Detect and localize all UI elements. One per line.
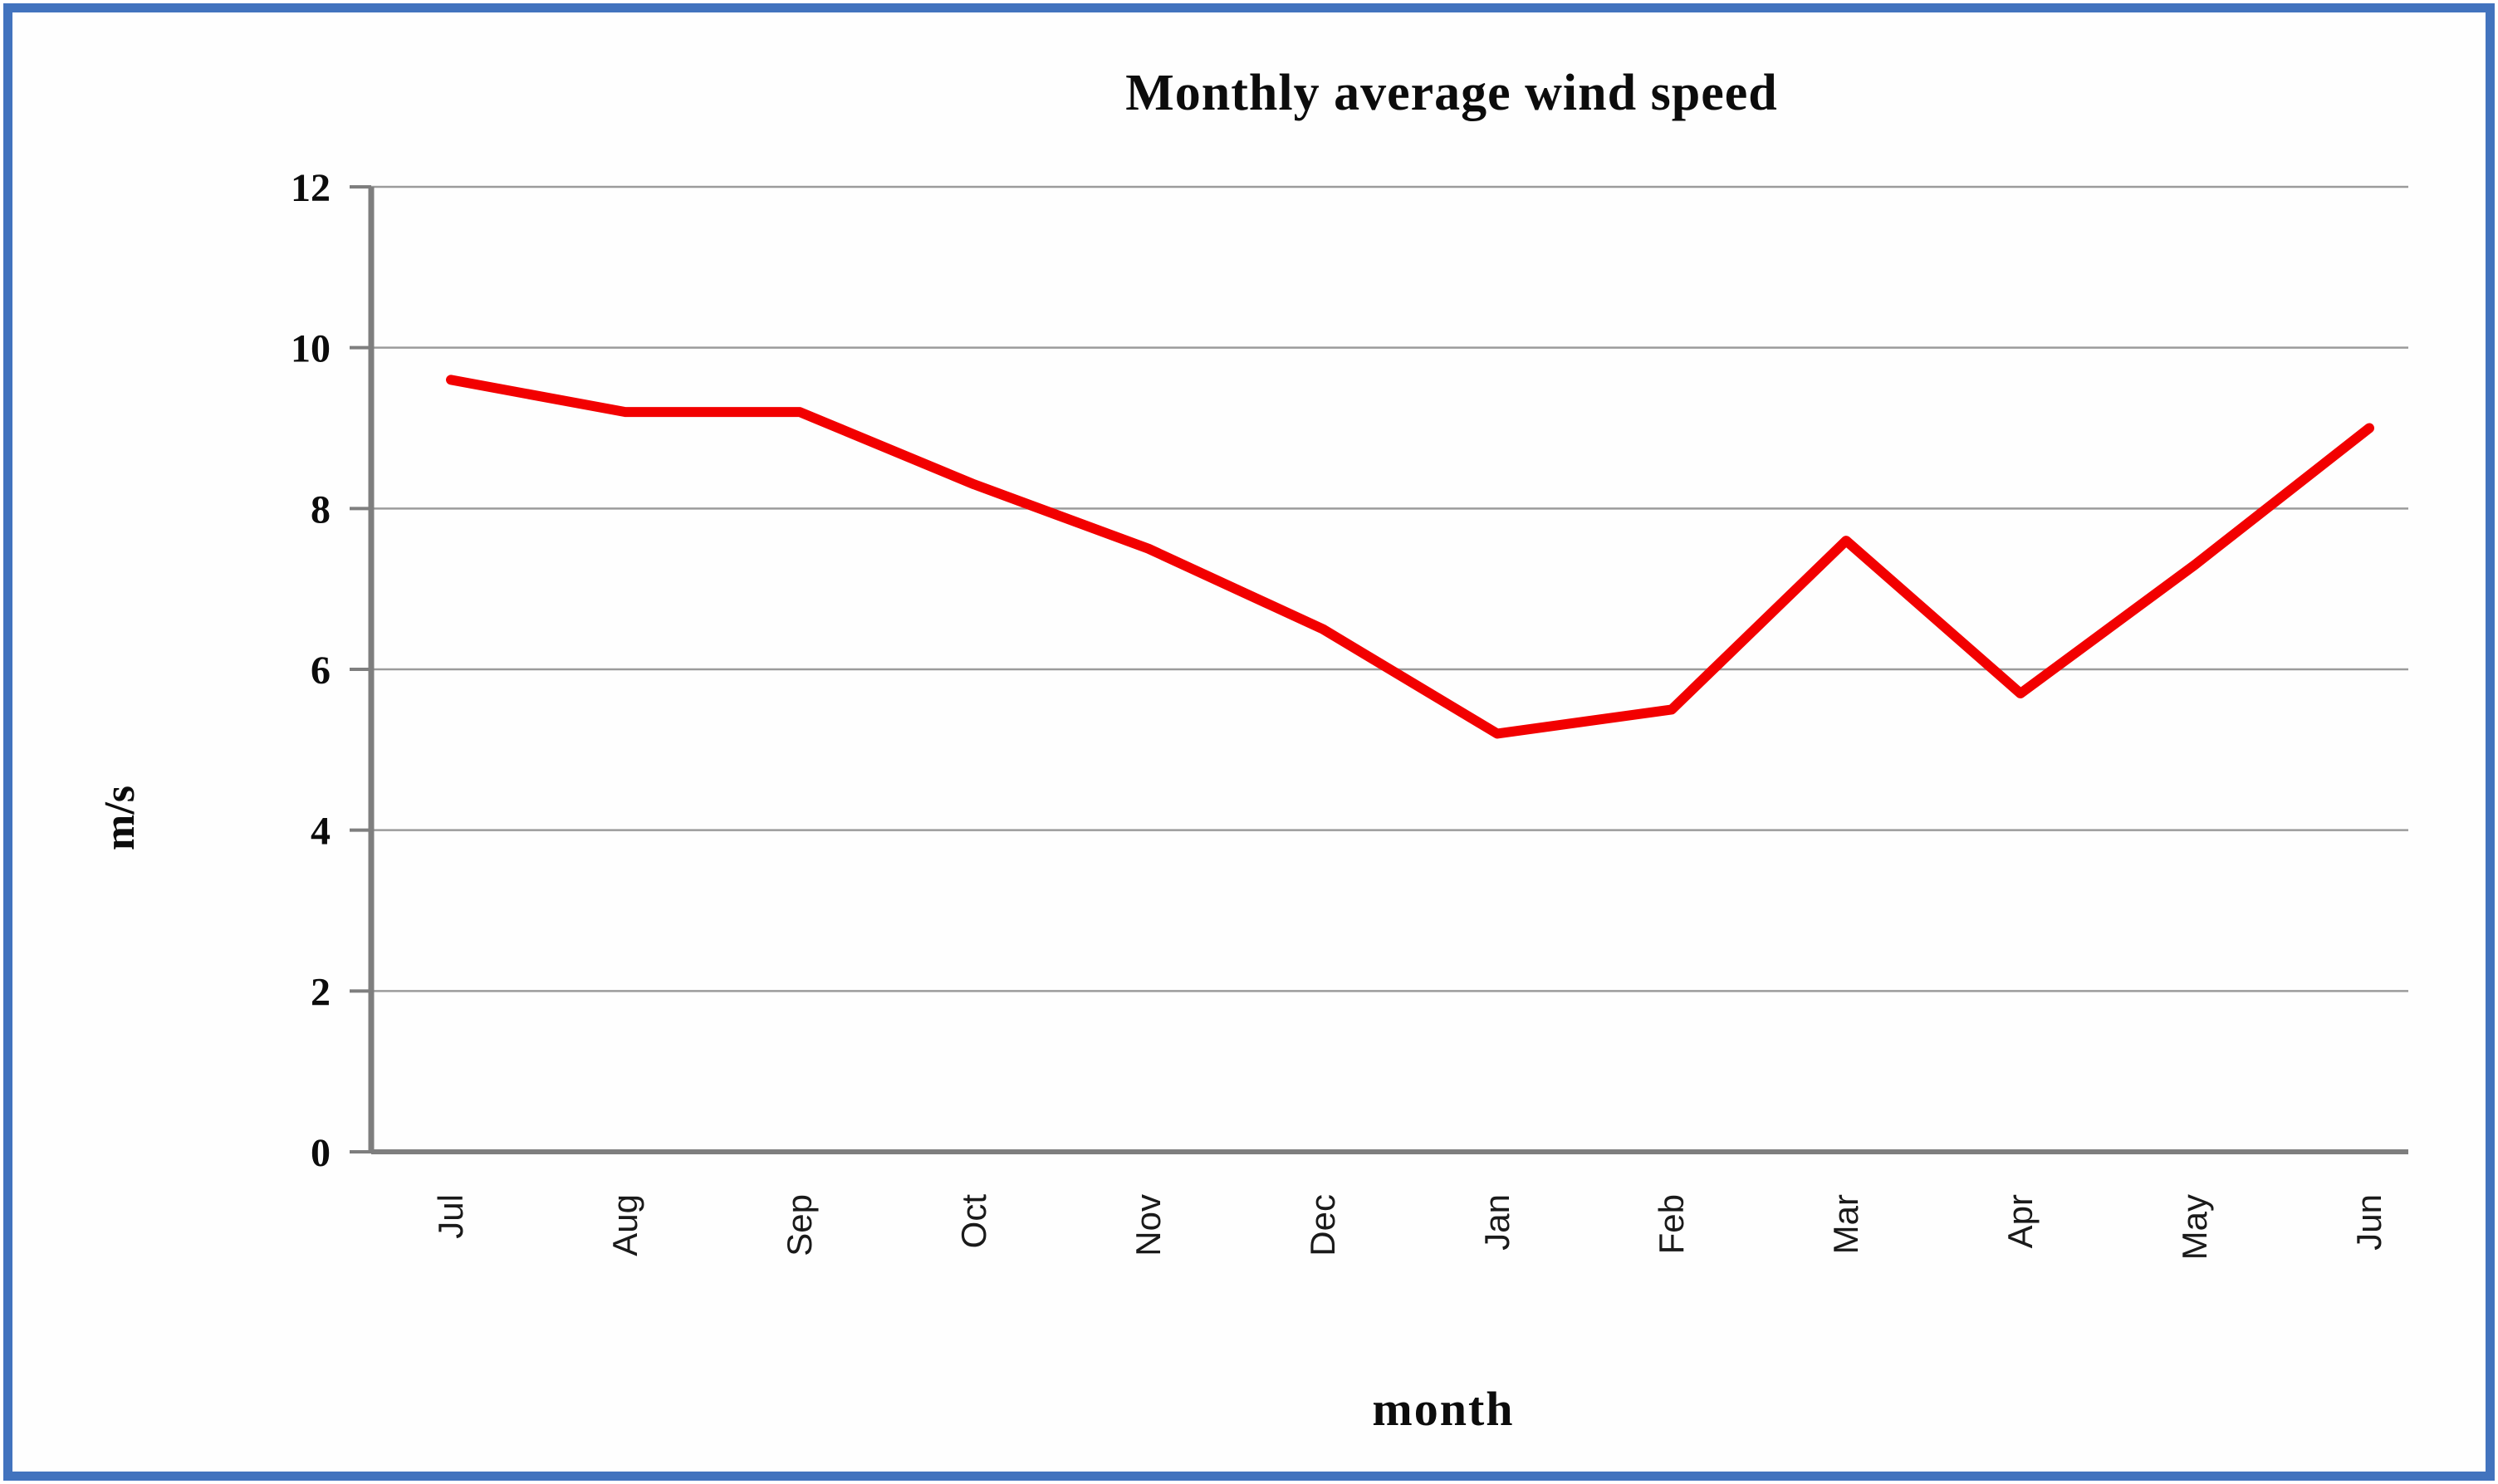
x-tick-label-dec: Dec <box>1303 1194 1342 1256</box>
x-tick-label-jan: Jan <box>1477 1194 1516 1251</box>
x-tick-label-apr: Apr <box>2001 1194 2040 1248</box>
page-border-frame: Monthly average wind speed m/s month <box>3 3 2495 1481</box>
y-tick-label-8: 8 <box>311 487 331 531</box>
x-tick-label-jun: Jun <box>2349 1194 2388 1251</box>
x-tick-label-feb: Feb <box>1652 1194 1691 1254</box>
x-tick-label-oct: Oct <box>954 1194 993 1249</box>
x-tick-label-sep: Sep <box>780 1194 819 1256</box>
y-tick-label-4: 4 <box>311 810 331 854</box>
wind-speed-line <box>446 375 2374 739</box>
x-axis-title: month <box>1372 1382 1515 1436</box>
y-tick-label-2: 2 <box>311 970 331 1014</box>
x-tick-label-mar: Mar <box>1826 1194 1865 1254</box>
x-tick-label-aug: Aug <box>605 1194 644 1256</box>
x-tick-label-jul: Jul <box>431 1194 470 1239</box>
y-tick-label-6: 6 <box>311 649 331 693</box>
y-tick-label-0: 0 <box>311 1131 331 1175</box>
y-tick-label-12: 12 <box>291 166 331 210</box>
chart-title: Monthly average wind speed <box>1125 65 1778 121</box>
x-tick-label-may: May <box>2175 1194 2214 1260</box>
y-tick-label-10: 10 <box>291 327 331 371</box>
x-tick-label-nov: Nov <box>1129 1194 1168 1256</box>
